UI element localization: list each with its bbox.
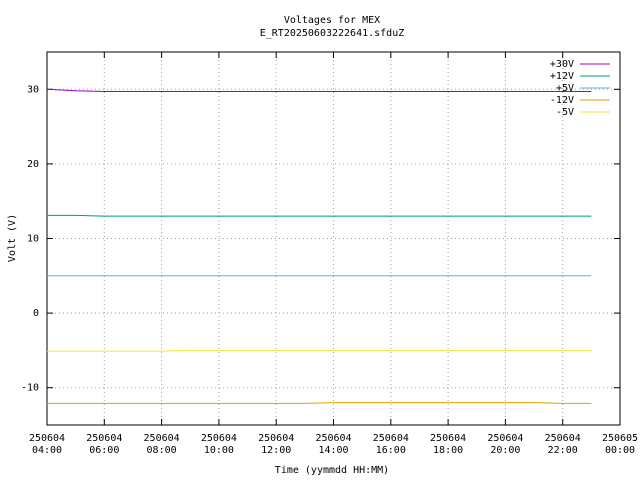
x-tick-label: 250604 18:00 — [430, 433, 466, 456]
x-tick-label: 250604 04:00 — [29, 433, 65, 456]
legend-label: +12V — [550, 71, 574, 82]
chart-subtitle: E_RT20250603222641.sfduZ — [260, 28, 405, 39]
data-line — [47, 214, 592, 217]
x-tick-label: 250604 12:00 — [258, 433, 294, 456]
data-line — [46, 88, 592, 93]
x-tick-label: 250604 14:00 — [315, 433, 351, 456]
x-tick-label: 250604 10:00 — [201, 433, 237, 456]
data-line — [47, 349, 592, 352]
legend-label: -5V — [556, 107, 574, 118]
x-tick-label: 250604 08:00 — [144, 433, 180, 456]
legend-label: +5V — [556, 83, 574, 94]
y-tick-label: -10 — [21, 383, 39, 394]
x-tick-label: 250604 06:00 — [86, 433, 122, 456]
chart-title: Voltages for MEX — [284, 15, 380, 26]
y-tick-label: 20 — [27, 159, 39, 170]
legend-label: +30V — [550, 59, 574, 70]
x-axis-label: Time (yymmdd HH:MM) — [275, 465, 389, 476]
y-tick-label: 10 — [27, 234, 39, 245]
y-tick-label: 0 — [33, 308, 39, 319]
data-line — [47, 402, 592, 404]
x-tick-label: 250604 22:00 — [545, 433, 581, 456]
plot-frame — [46, 51, 621, 426]
x-tick-label: 250605 00:00 — [602, 433, 638, 456]
legend-label: -12V — [550, 95, 574, 106]
y-axis-label: Volt (V) — [7, 214, 18, 262]
x-tick-label: 250604 20:00 — [487, 433, 523, 456]
x-tick-label: 250604 16:00 — [373, 433, 409, 456]
y-tick-label: 30 — [27, 84, 39, 95]
